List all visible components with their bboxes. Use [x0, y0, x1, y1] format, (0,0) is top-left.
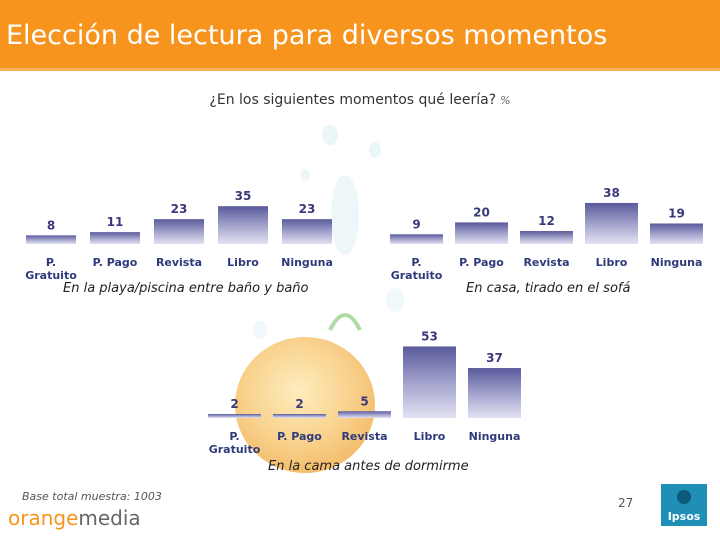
page-number: 27	[618, 496, 634, 510]
chart-3-subtitle: En la cama antes de dormirme	[268, 459, 469, 474]
category-label: Ninguna	[281, 256, 333, 269]
title-bar: Elección de lectura para diversos moment…	[0, 0, 720, 68]
bar-2-1	[390, 234, 443, 244]
orangemedia-logo: orangemedia	[8, 506, 141, 530]
category-label: Gratuito	[209, 443, 261, 456]
bar-2-4	[585, 202, 638, 244]
question-text: ¿En los siguientes momentos qué leería?	[209, 92, 497, 108]
category-label: P.	[411, 256, 421, 269]
category-label: Gratuito	[25, 269, 77, 282]
bar-value-label: 37	[486, 351, 503, 365]
category-label: P.	[229, 430, 239, 443]
bar-value-label: 8	[47, 218, 55, 232]
bar-value-label: 35	[235, 189, 252, 203]
bar-2-2	[455, 222, 508, 244]
bar-value-label: 20	[473, 205, 490, 219]
bar-3-5	[468, 368, 521, 418]
chart-2: 9 P.Gratuito 20 P. Pago 12 Revista 38 Libro 19 Ni…	[390, 186, 703, 282]
bar-3-4	[403, 346, 456, 418]
bar-value-label: 2	[230, 397, 238, 411]
category-label: P. Pago	[459, 256, 504, 269]
bar-3-3	[338, 411, 391, 418]
base-sample-note: Base total muestra: 1003	[22, 490, 162, 503]
bar-1-2	[90, 232, 140, 244]
chart-1: 8 P.Gratuito 11 P. Pago 23 Revista 35 Libro 23 Ni…	[25, 189, 333, 282]
chart-1-subtitle: En la playa/piscina entre baño y baño	[63, 281, 309, 296]
chart-2-subtitle: En casa, tirado en el sofá	[466, 281, 631, 296]
title-divider	[0, 68, 720, 71]
bar-1-5	[282, 219, 332, 244]
category-label: Libro	[227, 256, 259, 269]
bar-3-2	[273, 414, 326, 418]
bar-value-label: 12	[538, 214, 555, 228]
bar-value-label: 38	[603, 186, 620, 200]
bar-value-label: 11	[107, 215, 124, 229]
question-unit: %	[500, 94, 511, 107]
bar-1-4	[218, 206, 268, 244]
chart-3: 2 P.Gratuito 2 P. Pago 5 Revista 53 Libro 37 Ning…	[208, 329, 521, 456]
bar-value-label: 9	[412, 217, 420, 231]
category-label: Revista	[523, 256, 569, 269]
category-label: Revista	[341, 430, 387, 443]
category-label: P. Pago	[93, 256, 138, 269]
bar-1-1	[26, 235, 76, 244]
ipsos-logo-mark	[677, 490, 691, 504]
page-title: Elección de lectura para diversos moment…	[6, 20, 608, 51]
category-label: Revista	[156, 256, 202, 269]
category-label: Ninguna	[469, 430, 521, 443]
bar-value-label: 19	[668, 206, 685, 220]
bar-2-3	[520, 231, 573, 244]
ipsos-logo: Ipsos	[661, 484, 707, 526]
category-label: P.	[46, 256, 56, 269]
category-label: Ninguna	[651, 256, 703, 269]
bar-3-1	[208, 414, 261, 418]
bar-2-5	[650, 223, 703, 244]
question: ¿En los siguientes momentos qué leería?%	[0, 92, 720, 108]
bar-value-label: 2	[295, 397, 303, 411]
bar-value-label: 23	[299, 202, 316, 216]
bar-value-label: 23	[171, 202, 188, 216]
bar-value-label: 5	[360, 394, 368, 408]
category-label: Libro	[596, 256, 628, 269]
category-label: P. Pago	[277, 430, 322, 443]
bar-1-3	[154, 219, 204, 244]
bar-value-label: 53	[421, 329, 438, 343]
category-label: Libro	[414, 430, 446, 443]
category-label: Gratuito	[391, 269, 443, 282]
